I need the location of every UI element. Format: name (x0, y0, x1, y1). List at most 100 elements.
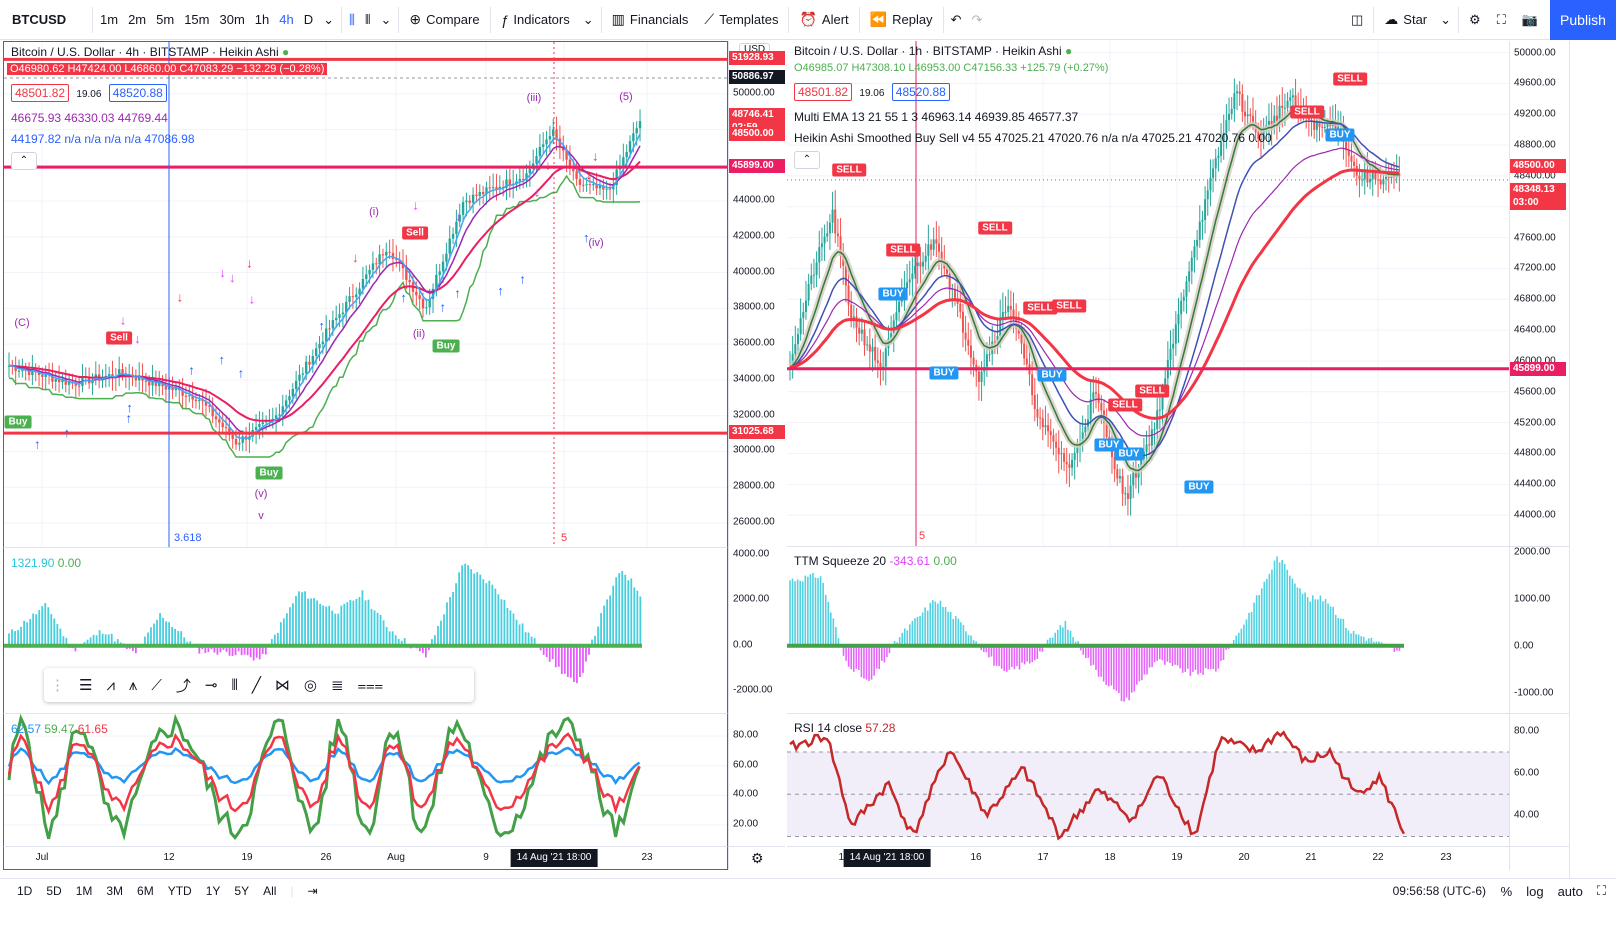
horizontal-ray-icon[interactable]: ⊸ (204, 677, 218, 694)
left-rsi-axis[interactable]: 80.00 60.00 40.00 20.00 (728, 713, 785, 846)
elliott-wave-label: (5) (619, 91, 633, 103)
candle-body (802, 311, 805, 318)
log-toggle[interactable]: log (1526, 883, 1544, 899)
gear-icon[interactable]: ⚙ (751, 850, 764, 866)
interval-1h[interactable]: 1h (254, 12, 270, 27)
financials-button[interactable]: ▥ Financials (604, 0, 697, 40)
candle-body (395, 258, 398, 260)
range-1Y[interactable]: 1Y (205, 884, 221, 898)
candle-body (1108, 436, 1111, 440)
channel-icon[interactable]: ≣ (330, 677, 344, 694)
star-button[interactable]: ☁ Star (1376, 0, 1435, 40)
time-tick: 19 (1171, 852, 1183, 863)
range-YTD[interactable]: YTD (167, 884, 192, 898)
templates-button[interactable]: ⟋ Templates (696, 0, 786, 40)
fullscreen-icon[interactable]: ⛶ (1496, 11, 1506, 27)
trend-line-icon[interactable]: ⟋ (151, 676, 162, 694)
divider (398, 6, 400, 33)
compare-button[interactable]: ⊕ Compare (401, 0, 487, 40)
horizontal-lines-icon[interactable]: ☰ (79, 677, 93, 694)
candle-body (1126, 493, 1129, 499)
price-tick: 50000.00 (1514, 47, 1556, 59)
range-3M[interactable]: 3M (106, 884, 124, 898)
auto-toggle[interactable]: auto (1557, 883, 1583, 899)
candle-body (608, 188, 612, 190)
percent-toggle[interactable]: % (1500, 883, 1513, 899)
replay-button[interactable]: ⏪ Replay (862, 0, 941, 40)
range-5D[interactable]: 5D (46, 884, 62, 898)
financials-label: Financials (629, 12, 689, 27)
ask-box[interactable]: 48520.88 (108, 84, 167, 102)
range-5Y[interactable]: 5Y (234, 884, 250, 898)
range-6M[interactable]: 6M (137, 884, 154, 898)
interval-15m[interactable]: 15m (184, 12, 210, 27)
spiral-icon[interactable]: ◎ (303, 677, 317, 694)
goto-date-icon[interactable]: ⇥ (307, 884, 318, 898)
collapse-legend-button[interactable]: ⌃ (794, 151, 820, 169)
abc-pattern-icon[interactable]: ⩚ (128, 676, 138, 694)
candle-body (884, 348, 887, 367)
candle-body (879, 362, 882, 369)
left-time-axis[interactable]: Jul121926Aug9162314 Aug '21 18:00 (3, 846, 728, 870)
interval-2m[interactable]: 2m (128, 12, 147, 27)
interval-4h[interactable]: 4h (279, 12, 294, 27)
time-tick: 16 (970, 852, 982, 863)
gear-icon[interactable]: ⚙ (1469, 11, 1481, 27)
clock[interactable]: 09:56:58 (UTC-6) (1392, 884, 1486, 898)
pattern-icon[interactable]: ⋈ (274, 677, 290, 694)
layout-icon[interactable]: ◫ (1351, 11, 1364, 27)
candle-body (948, 273, 951, 290)
undo-icon[interactable]: ↶ (950, 11, 962, 27)
sell-signal-badge: Sell (402, 226, 428, 240)
left-oscillator-axis[interactable]: 4000.00 2000.00 0.00 -2000.00 (728, 547, 785, 713)
drag-handle-icon[interactable]: ⋮ (50, 677, 65, 694)
candle-body (294, 380, 298, 389)
ask-box[interactable]: 48520.88 (891, 83, 950, 101)
alert-button[interactable]: ⏰ Alert (791, 0, 856, 40)
settings-lines-icon[interactable]: ⩶ (357, 676, 384, 694)
candle-body (391, 252, 395, 259)
candle-body (401, 262, 405, 269)
publish-button[interactable]: Publish (1550, 0, 1616, 40)
right-oscillator-axis[interactable]: 2000.00 1000.00 0.00 -1000.00 (1509, 546, 1569, 713)
curve-icon[interactable]: ⤴ (175, 677, 191, 695)
chevron-down-icon[interactable]: ⌄ (380, 11, 392, 27)
bid-box[interactable]: 48501.82 (11, 84, 70, 102)
right-rsi-axis[interactable]: 80.00 60.00 40.00 (1509, 713, 1569, 846)
camera-icon[interactable]: 📷 (1521, 11, 1538, 27)
range-1D[interactable]: 1D (17, 884, 33, 898)
sell-arrow-icon: ↓ (412, 197, 419, 212)
candle-body (834, 209, 837, 234)
left-price-axis[interactable]: USD 50000.0048000.0046000.0044000.004200… (728, 41, 785, 547)
candle-style-icon[interactable]: ⫼ (349, 11, 355, 27)
interval-5m[interactable]: 5m (156, 12, 175, 27)
expand-icon[interactable]: ⛶ (1596, 883, 1606, 898)
wave-pattern-icon[interactable]: ⩘ (106, 676, 115, 694)
left-price-pane[interactable]: ↓ ↓ ↓ ↑ ↑ ↓ ↑ ↓ ↑ ↑ ↓ ↑ ↓ ↑ ↑ ↑ ↑ ↓ ↑ ↑ ↓ ↓ ↓ ↑ ↓ ↑ ↓ ↓ Bitcoin / U… (3, 41, 728, 547)
range-1M[interactable]: 1M (75, 884, 93, 898)
indicators-button[interactable]: ƒ Indicators (493, 0, 578, 40)
bid-box[interactable]: 48501.82 (794, 83, 853, 101)
left-rsi-pane[interactable]: 62.57 59.47 61.65 (3, 713, 728, 846)
range-All[interactable]: All (263, 884, 277, 898)
symbol-search[interactable]: BTCUSD (12, 12, 67, 27)
right-time-axis[interactable]: 14161718192021222314 Aug '21 18:00 (787, 846, 1509, 870)
bar-style-icon[interactable]: ⫴ (365, 11, 371, 27)
right-price-pane[interactable]: Bitcoin / U.S. Dollar · 1h · BITSTAMP · … (787, 41, 1509, 546)
interval-1m[interactable]: 1m (100, 12, 119, 27)
fib-retracement-icon[interactable]: ⫴ (231, 676, 238, 694)
interval-D[interactable]: D (303, 12, 314, 27)
line-icon[interactable]: ╱ (251, 677, 261, 694)
interval-30m[interactable]: 30m (219, 12, 245, 27)
right-price-axis[interactable]: 50000.00 49600.00 49200.00 48800.00 48400.00… (1509, 41, 1569, 546)
ema-line: Multi EMA 13 21 55 1 3 46963.14 46939.85… (794, 110, 1079, 124)
chevron-down-icon[interactable]: ⌄ (1440, 11, 1452, 27)
redo-icon[interactable]: ↷ (971, 11, 983, 27)
chevron-down-icon[interactable]: ⌄ (323, 11, 335, 27)
sell-arrow-icon: ↓ (219, 265, 226, 280)
chevron-down-icon[interactable]: ⌄ (582, 11, 594, 27)
candle-body (191, 395, 194, 400)
right-rsi-pane[interactable]: RSI 14 close 57.28 (787, 713, 1509, 846)
right-oscillator-pane[interactable]: TTM Squeeze 20 -343.61 0.00 (787, 546, 1509, 713)
collapse-legend-button[interactable]: ⌃ (11, 152, 37, 170)
